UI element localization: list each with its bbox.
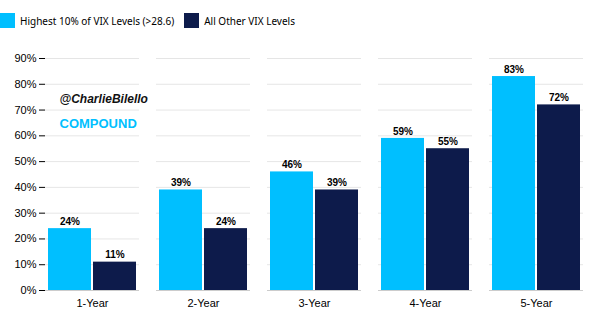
svg-text:11%: 11% — [105, 249, 125, 260]
svg-text:59%: 59% — [393, 126, 413, 137]
svg-text:2-Year: 2-Year — [187, 297, 219, 309]
svg-text:1-Year: 1-Year — [76, 297, 108, 309]
svg-text:39%: 39% — [171, 177, 191, 188]
svg-text:COMPOUND: COMPOUND — [60, 116, 137, 131]
svg-text:4-Year: 4-Year — [409, 297, 441, 309]
svg-text:24%: 24% — [60, 216, 80, 227]
svg-text:30%: 30% — [14, 207, 36, 219]
svg-text:20%: 20% — [14, 232, 36, 244]
svg-text:80%: 80% — [14, 78, 36, 90]
html-text:All Other VIX Levels: All Other VIX Levels — [204, 13, 295, 28]
svg-text:55%: 55% — [438, 136, 458, 147]
svg-text:72%: 72% — [549, 92, 569, 103]
svg-text:24%: 24% — [216, 216, 236, 227]
svg-text:39%: 39% — [327, 177, 347, 188]
svg-text:0%: 0% — [21, 284, 37, 296]
svg-text:83%: 83% — [504, 64, 524, 75]
svg-text:90%: 90% — [14, 52, 36, 64]
svg-text:@CharlieBilello: @CharlieBilello — [60, 92, 148, 106]
html-text:Highest 10% of VIX Levels (>28: Highest 10% of VIX Levels (>28.6) — [20, 13, 175, 28]
svg-text:40%: 40% — [14, 181, 36, 193]
svg-text:5-Year: 5-Year — [520, 297, 552, 309]
svg-text:46%: 46% — [282, 159, 302, 170]
svg-text:10%: 10% — [14, 258, 36, 270]
svg-text:3-Year: 3-Year — [298, 297, 330, 309]
svg-text:50%: 50% — [14, 155, 36, 167]
svg-text:70%: 70% — [14, 104, 36, 116]
svg-text:60%: 60% — [14, 129, 36, 141]
